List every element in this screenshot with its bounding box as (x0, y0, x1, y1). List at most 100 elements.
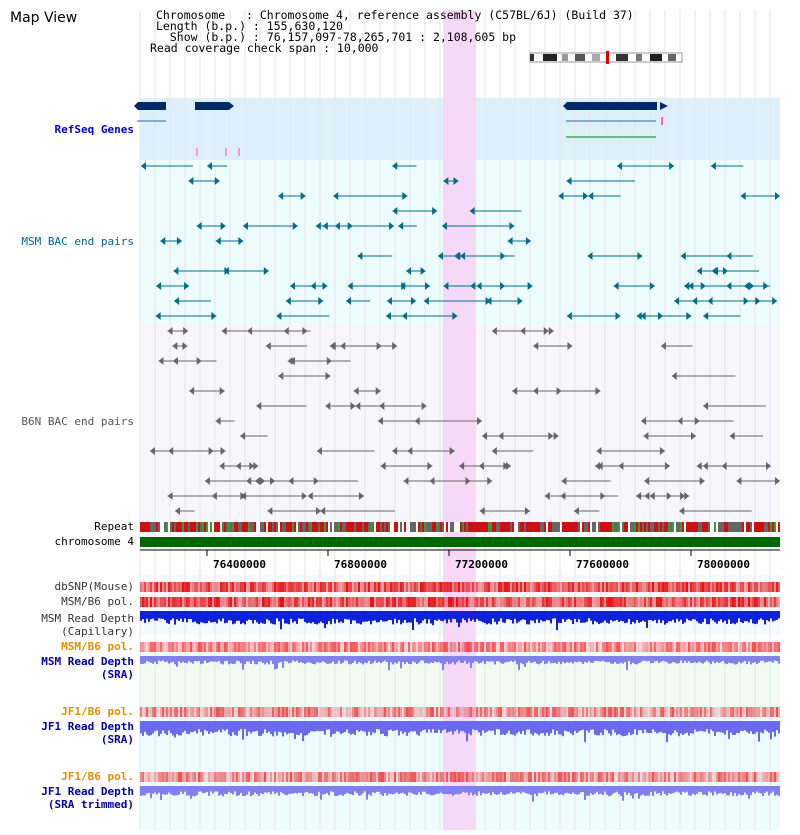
heatmap-mark (216, 707, 218, 717)
depth-bar (364, 786, 366, 792)
track-label-msm-pol-2: MSM/B6 pol. (61, 640, 134, 653)
heatmap-mark (568, 772, 570, 782)
depth-bar (550, 656, 552, 664)
depth-bar (560, 656, 562, 665)
heatmap-mark (180, 597, 182, 607)
heatmap-mark (192, 582, 194, 592)
heatmap-mark (198, 642, 200, 652)
depth-bar (558, 611, 560, 623)
depth-bar (404, 611, 406, 620)
depth-bar (260, 786, 262, 794)
heatmap-mark (408, 772, 410, 782)
heatmap-mark (270, 772, 272, 782)
depth-bar (158, 786, 160, 793)
heatmap-mark (200, 597, 202, 607)
heatmap-mark (452, 642, 454, 652)
heatmap-mark (390, 707, 392, 717)
track-label-jf1-depth-trim-sub: (SRA trimmed) (47, 798, 134, 811)
depth-bar (454, 611, 456, 619)
heatmap-mark (142, 597, 144, 607)
depth-bar (462, 656, 464, 663)
heatmap-mark (234, 642, 236, 652)
depth-bar (588, 721, 590, 733)
depth-bar (490, 656, 492, 662)
depth-bar (426, 611, 428, 624)
read-end-arrow (182, 342, 188, 350)
heatmap-mark (472, 642, 474, 652)
depth-bar (162, 721, 164, 731)
repeat-mark (368, 522, 370, 532)
depth-bar (664, 656, 666, 662)
read-end-arrow (215, 417, 221, 425)
depth-bar (612, 656, 614, 664)
heatmap-mark (700, 597, 702, 607)
repeat-mark (444, 522, 446, 532)
heatmap-mark (314, 597, 316, 607)
repeat-mark (148, 522, 150, 532)
depth-bar (492, 786, 494, 792)
depth-bar (180, 786, 182, 792)
depth-bar (394, 786, 396, 794)
heatmap-mark (380, 642, 382, 652)
repeat-mark (756, 522, 758, 532)
depth-bar (286, 786, 288, 796)
read-end-arrow (486, 297, 492, 305)
heatmap-mark (600, 707, 602, 717)
read-end-arrow (641, 417, 647, 425)
heatmap-mark (716, 597, 718, 607)
depth-bar (394, 611, 396, 619)
repeat-mark (270, 522, 272, 532)
depth-bar (172, 721, 174, 736)
repeat-mark (772, 522, 774, 532)
depth-bar (644, 721, 646, 730)
heatmap-mark (684, 772, 686, 782)
heatmap-mark (630, 642, 632, 652)
depth-bar (312, 786, 314, 794)
read-end-arrow (596, 447, 602, 455)
repeat-mark (232, 522, 234, 532)
heatmap-mark (612, 772, 614, 782)
heatmap-mark (522, 772, 524, 782)
read-end-arrow (427, 462, 433, 470)
depth-bar (284, 721, 286, 733)
repeat-mark (378, 522, 380, 532)
track-label-msm-bac[interactable]: MSM BAC end pairs (21, 235, 134, 248)
depth-bar (544, 721, 546, 736)
depth-bar (292, 721, 294, 733)
read-end-arrow (167, 492, 173, 500)
depth-bar (750, 656, 752, 665)
track-label-b6n-bac[interactable]: B6N BAC end pairs (21, 415, 134, 428)
read-end-arrow (167, 327, 173, 335)
depth-bar (532, 786, 534, 802)
depth-bar (440, 721, 442, 734)
depth-bar (442, 721, 444, 731)
heatmap-mark (164, 642, 166, 652)
track-label-jf1-pol-2: JF1/B6 pol. (61, 770, 134, 783)
heatmap-mark (404, 582, 406, 592)
heatmap-mark (162, 642, 164, 652)
depth-bar (256, 786, 258, 795)
read-end-arrow (726, 252, 732, 260)
heatmap-mark (578, 642, 580, 652)
heatmap-mark (458, 772, 460, 782)
depth-bar (712, 721, 714, 732)
heatmap-mark (244, 597, 246, 607)
depth-bar (460, 721, 462, 731)
heatmap-mark (490, 772, 492, 782)
heatmap-mark (192, 597, 194, 607)
heatmap-mark (142, 582, 144, 592)
heatmap-mark (148, 707, 150, 717)
depth-bar (634, 656, 636, 665)
depth-bar (502, 656, 504, 664)
track-label-refseq[interactable]: RefSeq Genes (54, 123, 134, 136)
repeat-mark (208, 522, 210, 532)
depth-bar (440, 656, 442, 664)
repeat-mark (506, 522, 508, 532)
depth-bar (434, 721, 436, 733)
heatmap-mark (478, 642, 480, 652)
heatmap-mark (562, 642, 564, 652)
depth-bar (140, 786, 142, 796)
heatmap-mark (580, 642, 582, 652)
heatmap-mark (594, 582, 596, 592)
